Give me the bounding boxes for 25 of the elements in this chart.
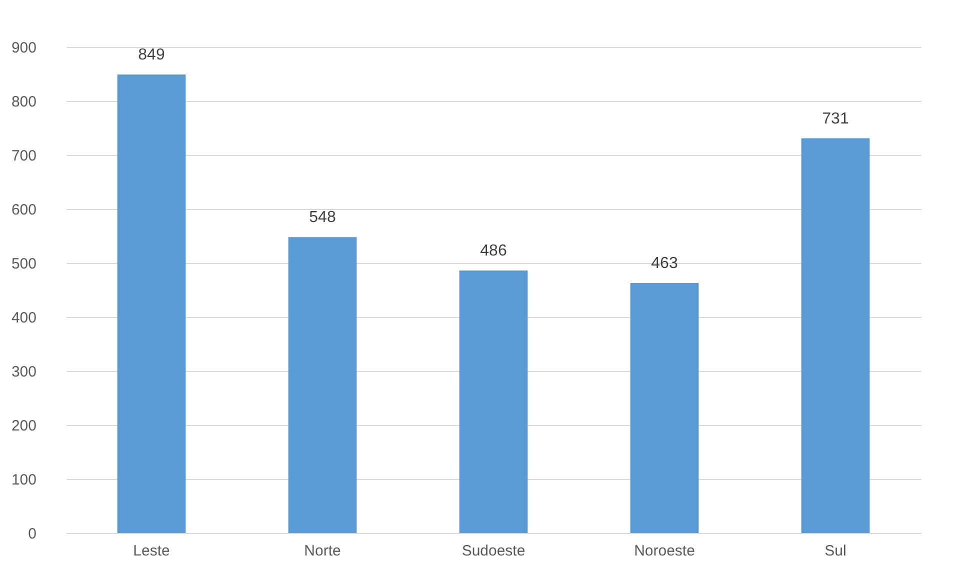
bar <box>117 74 186 533</box>
y-tick-label: 300 <box>11 364 36 380</box>
y-tick-label: 200 <box>11 418 36 434</box>
x-tick-label: Leste <box>133 542 170 560</box>
bar <box>459 270 528 533</box>
data-label: 486 <box>480 242 507 260</box>
y-tick-label: 600 <box>11 202 36 218</box>
x-tick-label: Noroeste <box>634 542 695 560</box>
x-tick-label: Norte <box>304 542 341 560</box>
y-tick-label: 500 <box>11 256 36 272</box>
bar <box>288 237 357 533</box>
data-label: 548 <box>309 209 336 226</box>
bar <box>630 282 699 533</box>
data-label: 463 <box>651 254 678 272</box>
x-tick-label: Sudoeste <box>462 542 526 560</box>
x-tick-label: Sul <box>824 542 846 560</box>
data-label: 849 <box>138 46 165 64</box>
bar <box>801 138 870 533</box>
y-tick-label: 100 <box>11 472 36 488</box>
data-label: 731 <box>822 110 849 128</box>
y-tick-label: 700 <box>11 148 36 164</box>
y-tick-label: 800 <box>11 94 36 110</box>
y-tick-label: 0 <box>28 526 36 542</box>
y-tick-label: 400 <box>11 310 36 326</box>
y-tick-label: 900 <box>11 40 36 56</box>
